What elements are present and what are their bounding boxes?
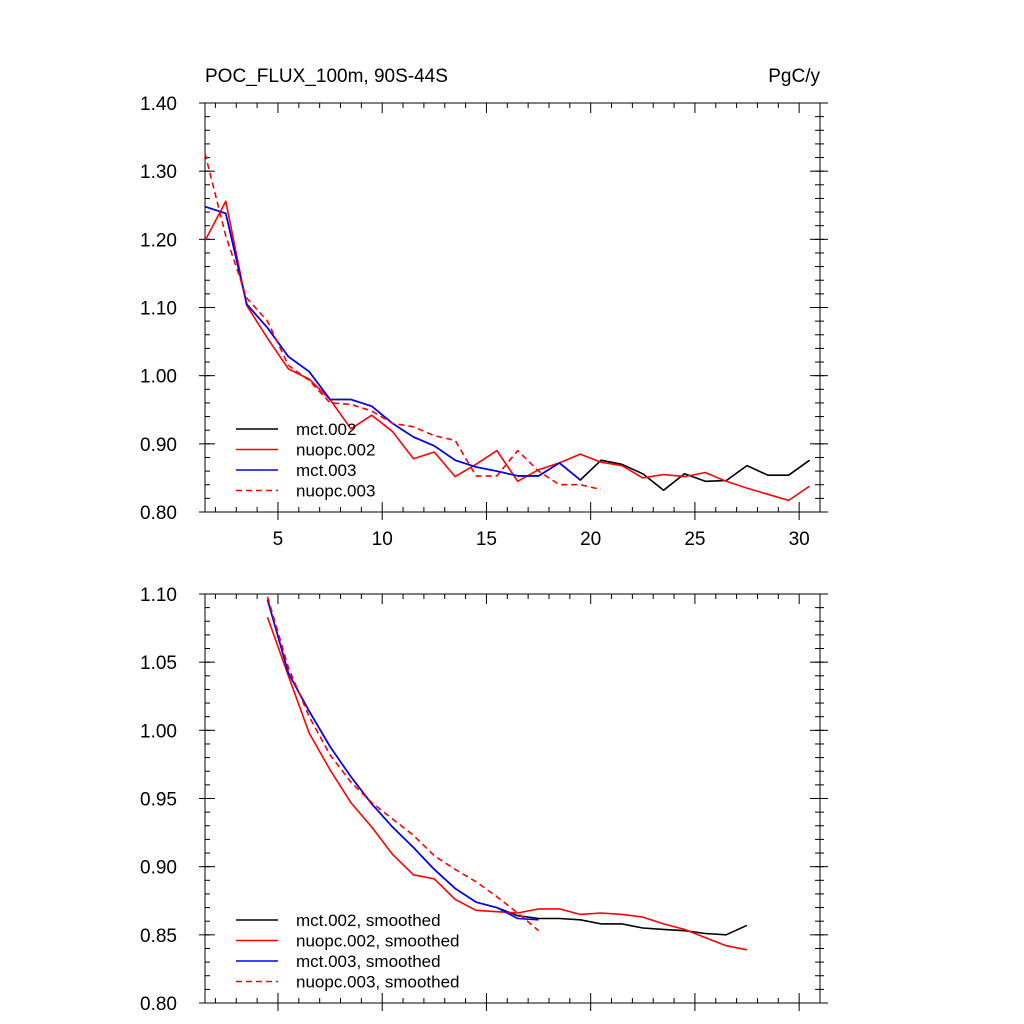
top-x-tick-label: 15 [476, 529, 497, 550]
top-legend-label: mct.003 [296, 461, 356, 480]
bottom-series-line-mct-002-smoothed [266, 599, 748, 936]
bottom-y-tick-label: 0.80 [140, 994, 177, 1015]
top-series-line-nuopc-003 [204, 153, 602, 491]
bottom-y-tick-label: 0.95 [140, 790, 177, 811]
top-x-tick-label: 20 [580, 529, 601, 550]
top-panel: 5 10 15 20 25 30 0.80 0.90 1.00 1.10 1.20 1.30 1.40 P… [140, 66, 828, 550]
bottom-y-tick-label: 1.05 [140, 653, 177, 674]
bottom-series-line-mct-003-smoothed [266, 599, 539, 921]
top-y-tick-label: 1.10 [140, 299, 177, 320]
top-legend-label: nuopc.002 [296, 441, 375, 460]
bottom-y-tick-label: 1.00 [140, 721, 177, 742]
bottom-legend-label: mct.002, smoothed [296, 911, 441, 930]
bottom-legend-label: nuopc.003, smoothed [296, 973, 460, 992]
top-y-tick-label: 1.30 [140, 162, 177, 183]
top-x-tick-label: 10 [372, 529, 393, 550]
top-x-tick-label: 5 [273, 529, 284, 550]
bottom-legend-label: mct.003, smoothed [296, 952, 441, 971]
bottom-panel: 0.80 0.85 0.90 0.95 1.00 1.05 1.10 mct.002, smo… [140, 585, 828, 1015]
bottom-y-tick-label: 0.85 [140, 926, 177, 947]
top-legend-label: mct.002 [296, 420, 356, 439]
chart-title: POC_FLUX_100m, 90S-44S [205, 66, 448, 87]
bottom-series-line-nuopc-003-smoothed [266, 596, 540, 932]
units-label: PgC/y [768, 66, 820, 87]
top-series-line-mct-003 [204, 205, 581, 481]
bottom-y-tick-label: 1.10 [140, 585, 177, 606]
top-y-tick-label: 1.40 [140, 94, 177, 115]
top-y-tick-label: 0.90 [140, 435, 177, 456]
top-y-tick-label: 1.00 [140, 367, 177, 388]
top-x-tick-label: 25 [684, 529, 705, 550]
top-x-tick-label: 30 [789, 529, 810, 550]
bottom-legend-label: nuopc.002, smoothed [296, 932, 460, 951]
top-y-tick-label: 0.80 [140, 503, 177, 524]
bottom-series-line-nuopc-002-smoothed [266, 616, 748, 951]
top-legend-label: nuopc.003 [296, 482, 375, 501]
top-y-tick-label: 1.20 [140, 230, 177, 251]
bottom-y-tick-label: 0.90 [140, 858, 177, 879]
